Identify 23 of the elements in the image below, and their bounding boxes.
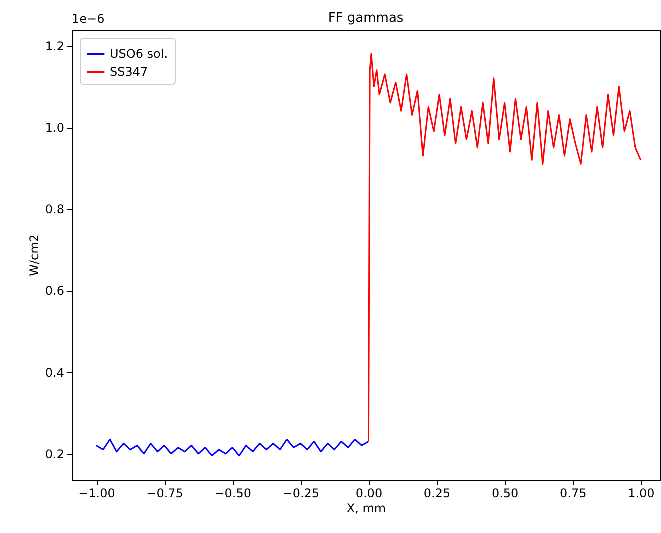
x-tick-label: 1.00 xyxy=(628,486,655,500)
y-tick-label: 1.0 xyxy=(45,121,64,136)
line-series xyxy=(96,438,370,457)
x-tick-label: 0.50 xyxy=(492,486,519,500)
x-tick-label: −0.50 xyxy=(214,486,252,500)
x-tick-label: −0.75 xyxy=(146,486,184,500)
y-tick-label: 0.4 xyxy=(45,366,64,380)
x-tick-label: −0.25 xyxy=(282,486,320,500)
x-tick-label: −1.00 xyxy=(78,486,116,500)
chart-title: FF gammas xyxy=(328,11,404,26)
x-axis-title: X, mm xyxy=(346,502,386,516)
legend-label: USO6 sol. xyxy=(110,47,168,61)
y-tick-label: 0.2 xyxy=(45,447,64,462)
y-tick-label: 1.2 xyxy=(45,39,64,54)
x-tick-label: 0.25 xyxy=(424,486,451,500)
y-tick-label: 0.6 xyxy=(45,284,64,298)
legend-label: SS347 xyxy=(110,65,148,79)
text: 1e−6 xyxy=(72,12,105,26)
y-axis-title: W/cm2 xyxy=(27,234,42,276)
y-tick-label: 0.8 xyxy=(45,202,64,217)
line-series xyxy=(368,53,642,442)
x-tick-label: 0.75 xyxy=(560,486,587,500)
x-tick-label: 0.00 xyxy=(356,486,383,500)
